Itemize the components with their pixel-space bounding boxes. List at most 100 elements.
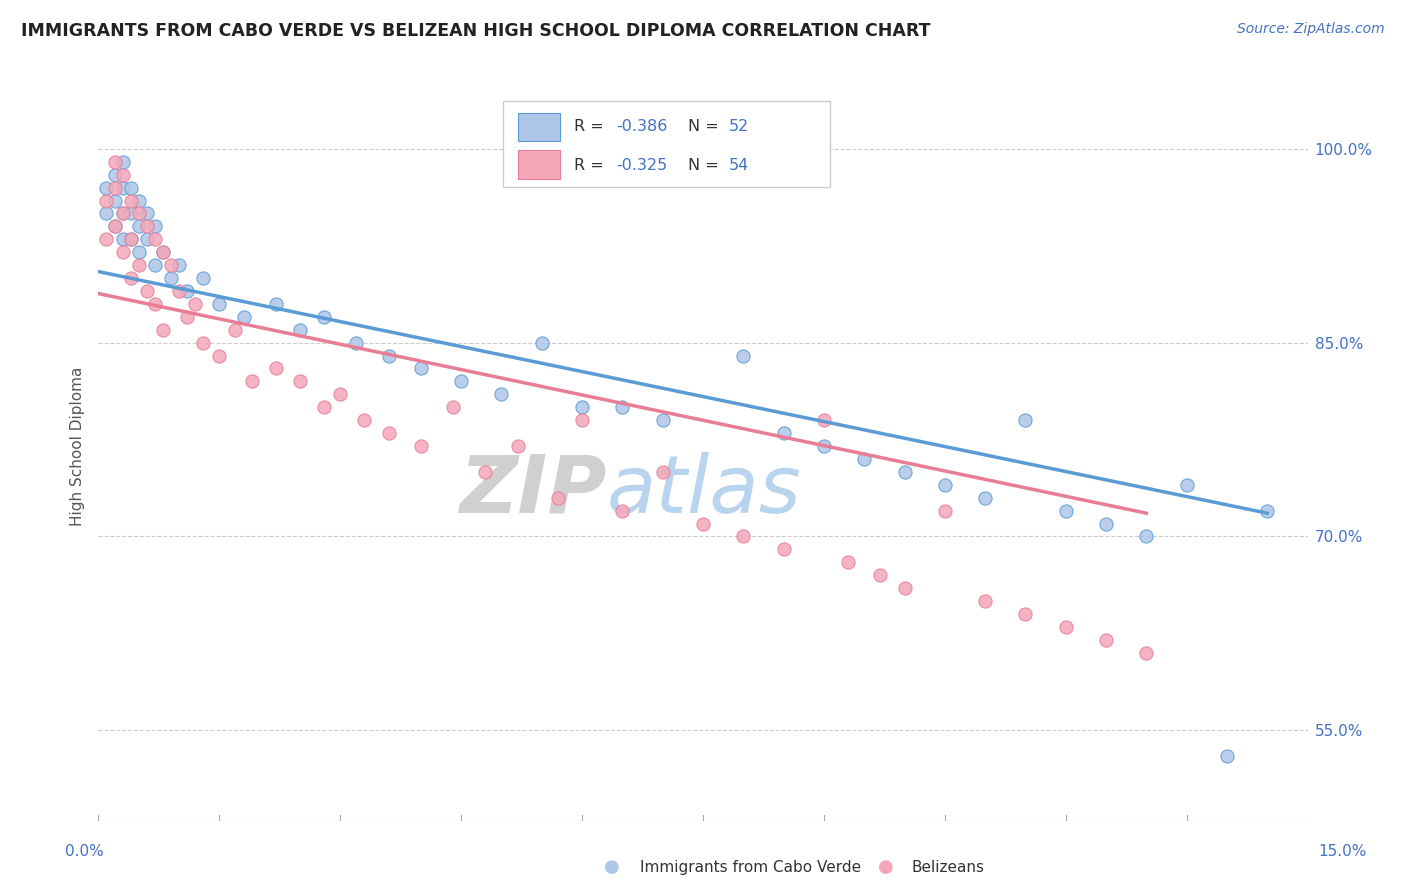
Point — [1014, 607, 1036, 621]
Point — [353, 413, 375, 427]
Text: IMMIGRANTS FROM CABO VERDE VS BELIZEAN HIGH SCHOOL DIPLOMA CORRELATION CHART: IMMIGRANTS FROM CABO VERDE VS BELIZEAN H… — [21, 22, 931, 40]
Point — [377, 426, 399, 441]
Point — [1135, 646, 1157, 660]
Point — [96, 232, 118, 246]
Point — [96, 194, 118, 208]
Point — [651, 465, 673, 479]
Point — [733, 529, 755, 543]
Text: ZIP: ZIP — [458, 452, 606, 530]
Text: 0.0%: 0.0% — [65, 845, 104, 859]
Point — [1054, 503, 1077, 517]
Point — [152, 245, 174, 260]
Point — [160, 258, 183, 272]
Point — [450, 375, 472, 389]
Text: R =: R = — [574, 119, 609, 134]
Point — [120, 194, 142, 208]
Y-axis label: High School Diploma: High School Diploma — [69, 367, 84, 525]
Point — [128, 258, 150, 272]
Point — [853, 451, 876, 466]
Text: N =: N = — [689, 158, 724, 172]
Point — [1095, 632, 1118, 647]
Point — [344, 335, 367, 350]
Point — [1175, 477, 1198, 491]
Point — [934, 503, 956, 517]
Point — [193, 271, 215, 285]
Point — [224, 323, 246, 337]
Point — [314, 401, 336, 415]
Point — [103, 154, 125, 169]
FancyBboxPatch shape — [517, 112, 561, 141]
Point — [111, 154, 134, 169]
Point — [974, 491, 997, 505]
Point — [1054, 620, 1077, 634]
Text: R =: R = — [574, 158, 609, 172]
Point — [651, 413, 673, 427]
Point — [692, 516, 714, 531]
Point — [314, 310, 336, 324]
Point — [111, 232, 134, 246]
Point — [612, 401, 634, 415]
Point — [377, 349, 399, 363]
Point — [1014, 413, 1036, 427]
Point — [1135, 529, 1157, 543]
Point — [1095, 516, 1118, 531]
Point — [103, 219, 125, 234]
Point — [103, 219, 125, 234]
Point — [329, 387, 352, 401]
FancyBboxPatch shape — [517, 150, 561, 178]
Point — [103, 168, 125, 182]
Point — [128, 219, 150, 234]
Point — [491, 387, 513, 401]
Point — [264, 361, 287, 376]
Text: atlas: atlas — [606, 452, 801, 530]
Point — [135, 206, 157, 220]
Point — [547, 491, 569, 505]
Point — [232, 310, 254, 324]
Point — [474, 465, 496, 479]
Point — [772, 426, 794, 441]
Point — [128, 245, 150, 260]
Point — [143, 219, 166, 234]
Text: N =: N = — [689, 119, 724, 134]
Point — [111, 245, 134, 260]
Point — [772, 542, 794, 557]
Point — [264, 297, 287, 311]
Point — [184, 297, 207, 311]
Point — [409, 439, 432, 453]
Text: Source: ZipAtlas.com: Source: ZipAtlas.com — [1237, 22, 1385, 37]
Text: ●: ● — [603, 858, 620, 876]
Point — [143, 297, 166, 311]
Text: 15.0%: 15.0% — [1319, 845, 1367, 859]
Point — [120, 271, 142, 285]
Point — [837, 555, 859, 569]
Point — [409, 361, 432, 376]
Point — [813, 439, 835, 453]
Point — [893, 581, 915, 595]
Point — [96, 180, 118, 194]
Text: 52: 52 — [728, 119, 748, 134]
Point — [135, 219, 157, 234]
Point — [288, 323, 311, 337]
Point — [135, 284, 157, 298]
FancyBboxPatch shape — [503, 102, 830, 187]
Point — [176, 310, 198, 324]
Point — [143, 258, 166, 272]
Point — [152, 245, 174, 260]
Point — [934, 477, 956, 491]
Point — [288, 375, 311, 389]
Point — [128, 194, 150, 208]
Point — [111, 206, 134, 220]
Point — [103, 194, 125, 208]
Point — [176, 284, 198, 298]
Point — [240, 375, 263, 389]
Text: -0.325: -0.325 — [616, 158, 668, 172]
Point — [120, 232, 142, 246]
Point — [111, 180, 134, 194]
Point — [813, 413, 835, 427]
Point — [135, 232, 157, 246]
Point — [506, 439, 529, 453]
Point — [120, 232, 142, 246]
Point — [441, 401, 464, 415]
Point — [208, 297, 231, 311]
Text: 54: 54 — [728, 158, 748, 172]
